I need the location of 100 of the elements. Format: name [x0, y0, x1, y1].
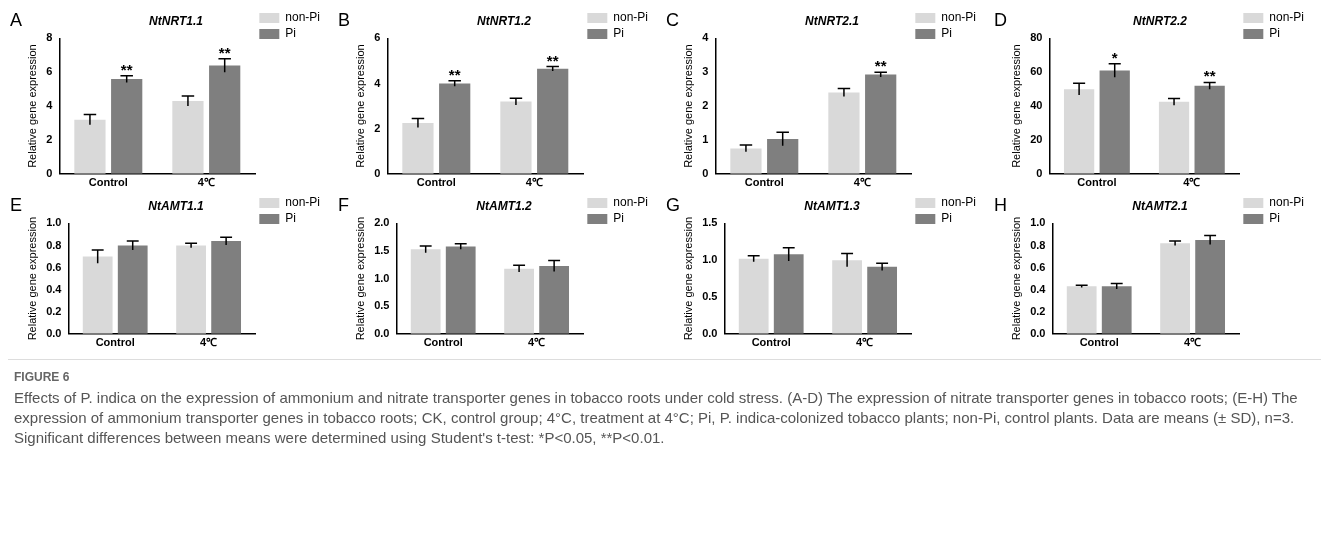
y-tick-label: 0.4: [46, 282, 63, 295]
data-label: **: [546, 51, 559, 69]
text: A: [10, 9, 23, 30]
bar: [773, 254, 804, 334]
chart-title: NtNRT1.2: [477, 13, 532, 28]
bar: [82, 256, 113, 334]
legend-label: Pi: [941, 211, 952, 226]
x-tick-label: Control: [88, 176, 128, 189]
bar: [211, 241, 242, 334]
y-tick-label: 1.0: [1030, 216, 1046, 229]
legend-label: Pi: [285, 26, 296, 41]
y-tick-label: 2: [702, 99, 709, 112]
bar: [867, 266, 898, 334]
x-tick-label: 4℃: [197, 176, 215, 189]
legend-label: non-Pi: [285, 10, 320, 25]
x-tick-label: 4℃: [525, 176, 543, 189]
x-tick-label: Control: [423, 336, 463, 349]
chart-title: NtNRT1.1: [149, 13, 204, 28]
bar: [209, 65, 241, 174]
y-tick-label: 0.2: [46, 304, 62, 317]
data-label: *: [1111, 48, 1118, 66]
legend-label: non-Pi: [613, 10, 648, 25]
y-tick-label: 0.0: [374, 326, 390, 339]
bar: [828, 92, 860, 174]
x-tick-label: Control: [1079, 336, 1119, 349]
bar: [1099, 70, 1130, 174]
y-tick-label: 0.2: [1030, 304, 1046, 317]
bar: [176, 245, 206, 334]
y-tick-label: 0.0: [702, 326, 718, 339]
bar: [1063, 89, 1095, 174]
y-tick-label: 0.8: [1030, 238, 1046, 251]
legend-label: non-Pi: [613, 195, 648, 210]
x-tick-label: 4℃: [853, 176, 871, 189]
y-tick-label: 2: [46, 132, 53, 145]
y-tick-label: 20: [1030, 132, 1043, 145]
text: B: [338, 9, 351, 30]
chart-title: NtNRT2.1: [805, 13, 860, 28]
x-tick-label: 4℃: [528, 336, 546, 349]
x-tick-label: 4℃: [856, 336, 874, 349]
data-label: **: [874, 57, 887, 75]
y-tick-label: 0.5: [702, 290, 718, 303]
y-tick-label: 0.0: [46, 326, 62, 339]
x-tick-label: Control: [95, 336, 135, 349]
chart-title: NtAMT1.1: [148, 198, 204, 213]
data-label: **: [448, 65, 461, 83]
y-tick-label: 0: [374, 166, 381, 179]
x-tick-label: 4℃: [1184, 336, 1202, 349]
y-tick-label: 1.0: [702, 253, 718, 266]
y-tick-label: 0.6: [1030, 260, 1046, 273]
y-tick-label: 3: [702, 65, 709, 78]
x-tick-label: Control: [751, 336, 791, 349]
text: D: [994, 9, 1007, 30]
data-label: **: [218, 43, 231, 61]
y-tick-label: 0.8: [46, 238, 62, 251]
legend-label: Pi: [285, 211, 296, 226]
y-tick-label: 1.5: [702, 216, 718, 229]
y-axis-title: Relative gene expression: [681, 216, 694, 341]
text: H: [994, 194, 1007, 215]
x-tick-label: Control: [1077, 176, 1117, 189]
legend-label: non-Pi: [285, 195, 320, 210]
bar: [1160, 243, 1190, 334]
legend-label: Pi: [1269, 211, 1280, 226]
y-axis-title: Relative gene expression: [681, 44, 694, 168]
legend-label: non-Pi: [1269, 10, 1304, 25]
bar: [1158, 101, 1190, 174]
bar: [74, 119, 106, 174]
y-tick-label: 1.5: [374, 244, 390, 257]
bar: [1066, 286, 1097, 334]
y-axis-title: Relative gene expression: [353, 44, 366, 168]
y-axis-title: Relative gene expression: [1009, 216, 1022, 341]
x-tick-label: 4℃: [200, 336, 218, 349]
legend-label: Pi: [613, 26, 624, 41]
y-tick-label: 1.0: [46, 216, 62, 229]
y-axis-title: Relative gene expression: [25, 44, 38, 168]
chart-title: NtAMT1.2: [476, 198, 532, 213]
bar: [832, 260, 862, 334]
bar: [730, 148, 762, 174]
y-tick-label: 8: [46, 31, 53, 44]
bar: [111, 79, 143, 174]
legend-label: non-Pi: [1269, 195, 1304, 210]
bar: [1101, 286, 1132, 334]
y-axis-title: Relative gene expression: [353, 216, 366, 341]
y-tick-label: 0.6: [46, 260, 62, 273]
text: C: [666, 9, 679, 30]
bar: [410, 249, 441, 334]
text: Effects of P. indica on the expression of ammonium and nitrate transporter genes in tobacco roots under cold stress. (A-D) The expression of nitrate transporter genes in tobacco roots; (E-H) The expression of ammonium transporter genes in tobacco roots; CK, control group; 4°C, treatment at 4°C; Pi, P. indica-colonized tobacco plants; non-Pi, control plants. Data are means (± SD), n=3. Significant differences between means were determined using Student's t-test: *P<0.05, **P<0.01.: [14, 388, 1299, 448]
y-tick-label: 2.0: [374, 216, 390, 229]
bar: [539, 265, 570, 334]
legend-label: Pi: [613, 211, 624, 226]
bar: [402, 123, 434, 174]
caption: FIGURE 6: [14, 370, 71, 384]
bar: [504, 268, 534, 334]
bar: [1195, 239, 1226, 334]
y-axis-title: Relative gene expression: [1009, 44, 1022, 168]
y-tick-label: 4: [702, 31, 710, 44]
y-tick-label: 0: [46, 166, 53, 179]
x-tick-label: Control: [416, 176, 456, 189]
bar: [1194, 85, 1225, 174]
y-tick-label: 0.4: [1030, 282, 1047, 295]
bar: [767, 138, 799, 174]
